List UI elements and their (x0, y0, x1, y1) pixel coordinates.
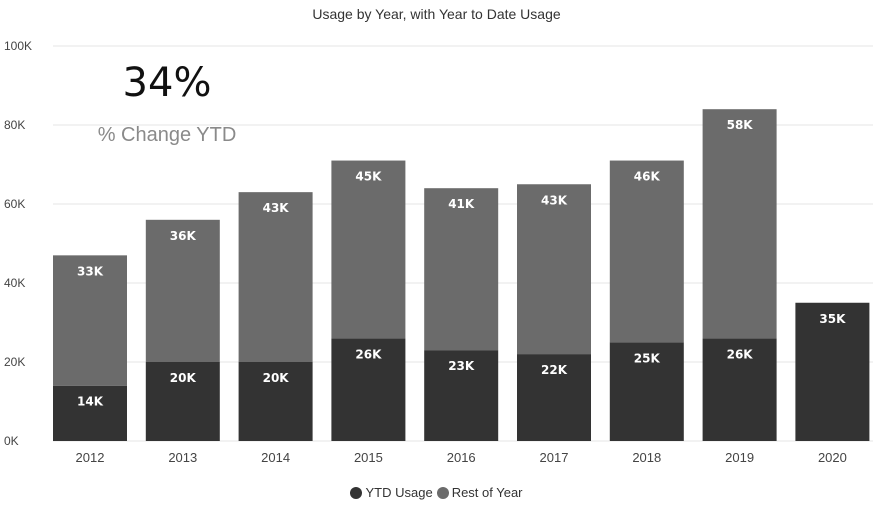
kpi-label: % Change YTD (97, 124, 237, 146)
bar-ytd[interactable] (331, 338, 406, 441)
y-tick-label: 20K (4, 355, 25, 369)
data-label: 35K (819, 312, 846, 326)
legend-dot-icon (350, 486, 363, 499)
x-tick-label: 2013 (168, 450, 197, 465)
bar-rest[interactable] (609, 160, 684, 343)
chart-title: Usage by Year, with Year to Date Usage (312, 6, 561, 22)
y-tick-label: 0K (4, 434, 19, 448)
data-labels: 14K 33K 20K 36K 20K 43K 26K 45K 23K 41K 22K 43K 25K 4… (77, 118, 846, 409)
bar-rest[interactable] (702, 109, 777, 339)
bar-rest[interactable] (238, 192, 313, 362)
bar-ytd[interactable] (795, 302, 870, 441)
y-tick-label: 40K (4, 276, 25, 290)
x-tick-label: 2015 (354, 450, 383, 465)
bar-rest[interactable] (424, 188, 499, 351)
y-axis-ticks: 0K 20K 40K 60K 80K 100K (4, 39, 32, 448)
data-label: 26K (355, 347, 382, 361)
legend: YTD Usage Rest of Year (0, 485, 873, 500)
x-axis-ticks: 2012 2013 2014 2015 2016 2017 2018 2019 2020 (76, 450, 847, 465)
bars (53, 109, 870, 441)
data-label: 58K (727, 118, 754, 132)
bar-ytd[interactable] (145, 362, 220, 441)
bar-ytd[interactable] (53, 385, 127, 441)
y-tick-label: 80K (4, 118, 25, 132)
data-label: 26K (727, 347, 754, 361)
bar-ytd[interactable] (517, 354, 591, 441)
x-tick-label: 2019 (725, 450, 754, 465)
legend-label: YTD Usage (365, 485, 433, 500)
data-label: 46K (634, 170, 661, 184)
data-label: 36K (170, 229, 197, 243)
data-label: 33K (77, 264, 104, 278)
x-tick-label: 2012 (76, 450, 105, 465)
legend-label: Rest of Year (451, 485, 523, 500)
data-label: 14K (77, 395, 104, 409)
legend-item-rest[interactable]: Rest of Year (436, 485, 523, 500)
data-label: 41K (448, 197, 475, 211)
x-tick-label: 2016 (447, 450, 476, 465)
bar-rest[interactable] (53, 255, 127, 386)
bar-rest[interactable] (517, 184, 591, 355)
x-tick-label: 2014 (261, 450, 290, 465)
data-label: 20K (170, 371, 197, 385)
y-tick-label: 100K (4, 39, 32, 53)
legend-dot-icon (436, 486, 449, 499)
x-tick-label: 2017 (540, 450, 569, 465)
data-label: 22K (541, 363, 568, 377)
bar-ytd[interactable] (424, 350, 499, 441)
bar-ytd[interactable] (238, 362, 313, 441)
x-tick-label: 2018 (632, 450, 661, 465)
data-label: 43K (541, 193, 568, 207)
bar-ytd[interactable] (702, 338, 777, 441)
data-label: 45K (355, 170, 382, 184)
y-tick-label: 60K (4, 197, 25, 211)
x-tick-label: 2020 (818, 450, 847, 465)
bar-rest[interactable] (331, 160, 406, 339)
kpi-value: 34% (122, 60, 212, 106)
data-label: 43K (263, 201, 290, 215)
data-label: 25K (634, 351, 661, 365)
bar-ytd[interactable] (609, 342, 684, 441)
bar-rest[interactable] (145, 219, 220, 362)
data-label: 23K (448, 359, 475, 373)
legend-item-ytd[interactable]: YTD Usage (350, 485, 433, 500)
data-label: 20K (263, 371, 290, 385)
